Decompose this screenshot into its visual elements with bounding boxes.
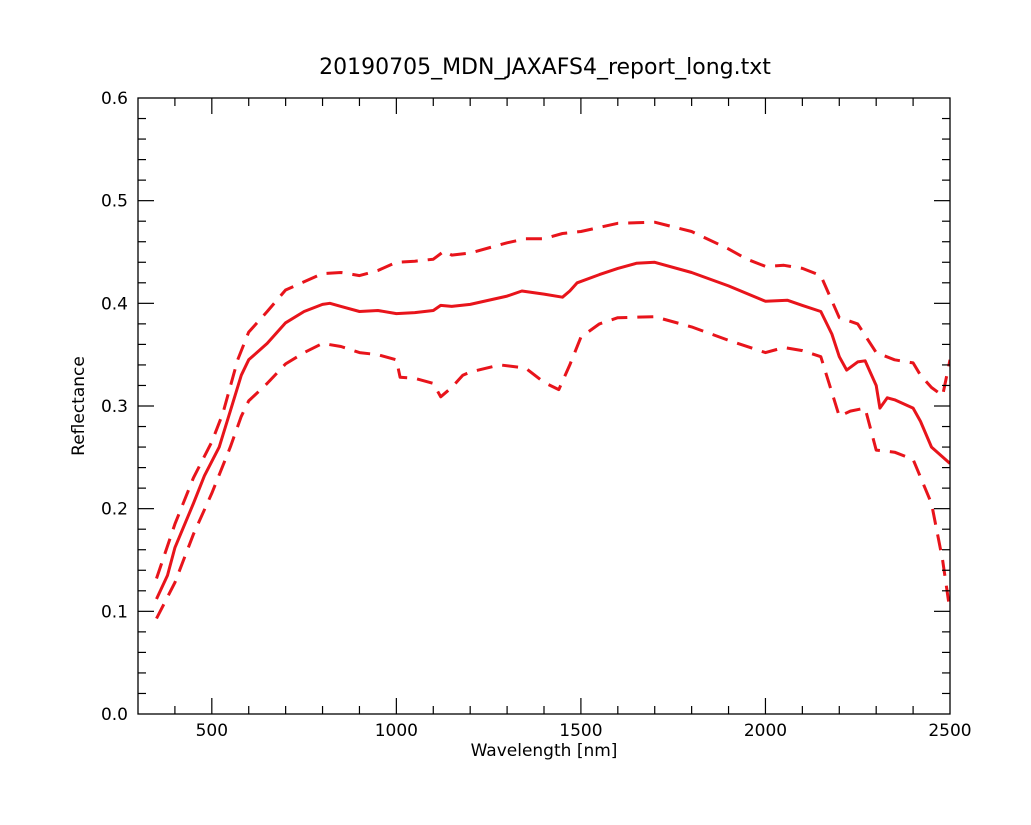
y-tick-label: 0.3 xyxy=(101,397,128,417)
x-tick-label: 2000 xyxy=(744,721,787,741)
y-tick-label: 0.2 xyxy=(101,500,128,520)
x-axis-label: Wavelength [nm] xyxy=(471,741,618,761)
y-tick-label: 0.1 xyxy=(101,602,128,622)
y-tick-label: 0.4 xyxy=(101,294,128,314)
y-tick-label: 0.6 xyxy=(101,89,128,109)
reflectance-upper-bound-line xyxy=(155,220,950,579)
y-tick-label: 0.5 xyxy=(101,192,128,212)
x-tick-label: 1500 xyxy=(559,721,602,741)
y-axis-ticks: 0.0 0.1 0.2 0.3 0.4 0.5 0.6 xyxy=(101,89,950,725)
chart-title: 20190705_MDN_JAXAFS4_report_long.txt xyxy=(319,55,771,80)
x-tick-label: 1000 xyxy=(375,721,418,741)
y-tick-label: 0.0 xyxy=(101,705,128,725)
x-axis-ticks: 500 1000 1500 2000 2500 xyxy=(174,98,972,741)
x-tick-label: 2500 xyxy=(928,721,971,741)
reflectance-lower-bound-line xyxy=(155,315,950,620)
y-axis-label: Reflectance xyxy=(69,356,89,456)
plot-area: 500 1000 1500 2000 2500 0.00.10.20.30.40.50.… xyxy=(101,89,972,741)
series-layer xyxy=(155,220,950,620)
x-tick-label: 500 xyxy=(196,721,228,741)
reflectance-mean-line xyxy=(155,260,950,600)
